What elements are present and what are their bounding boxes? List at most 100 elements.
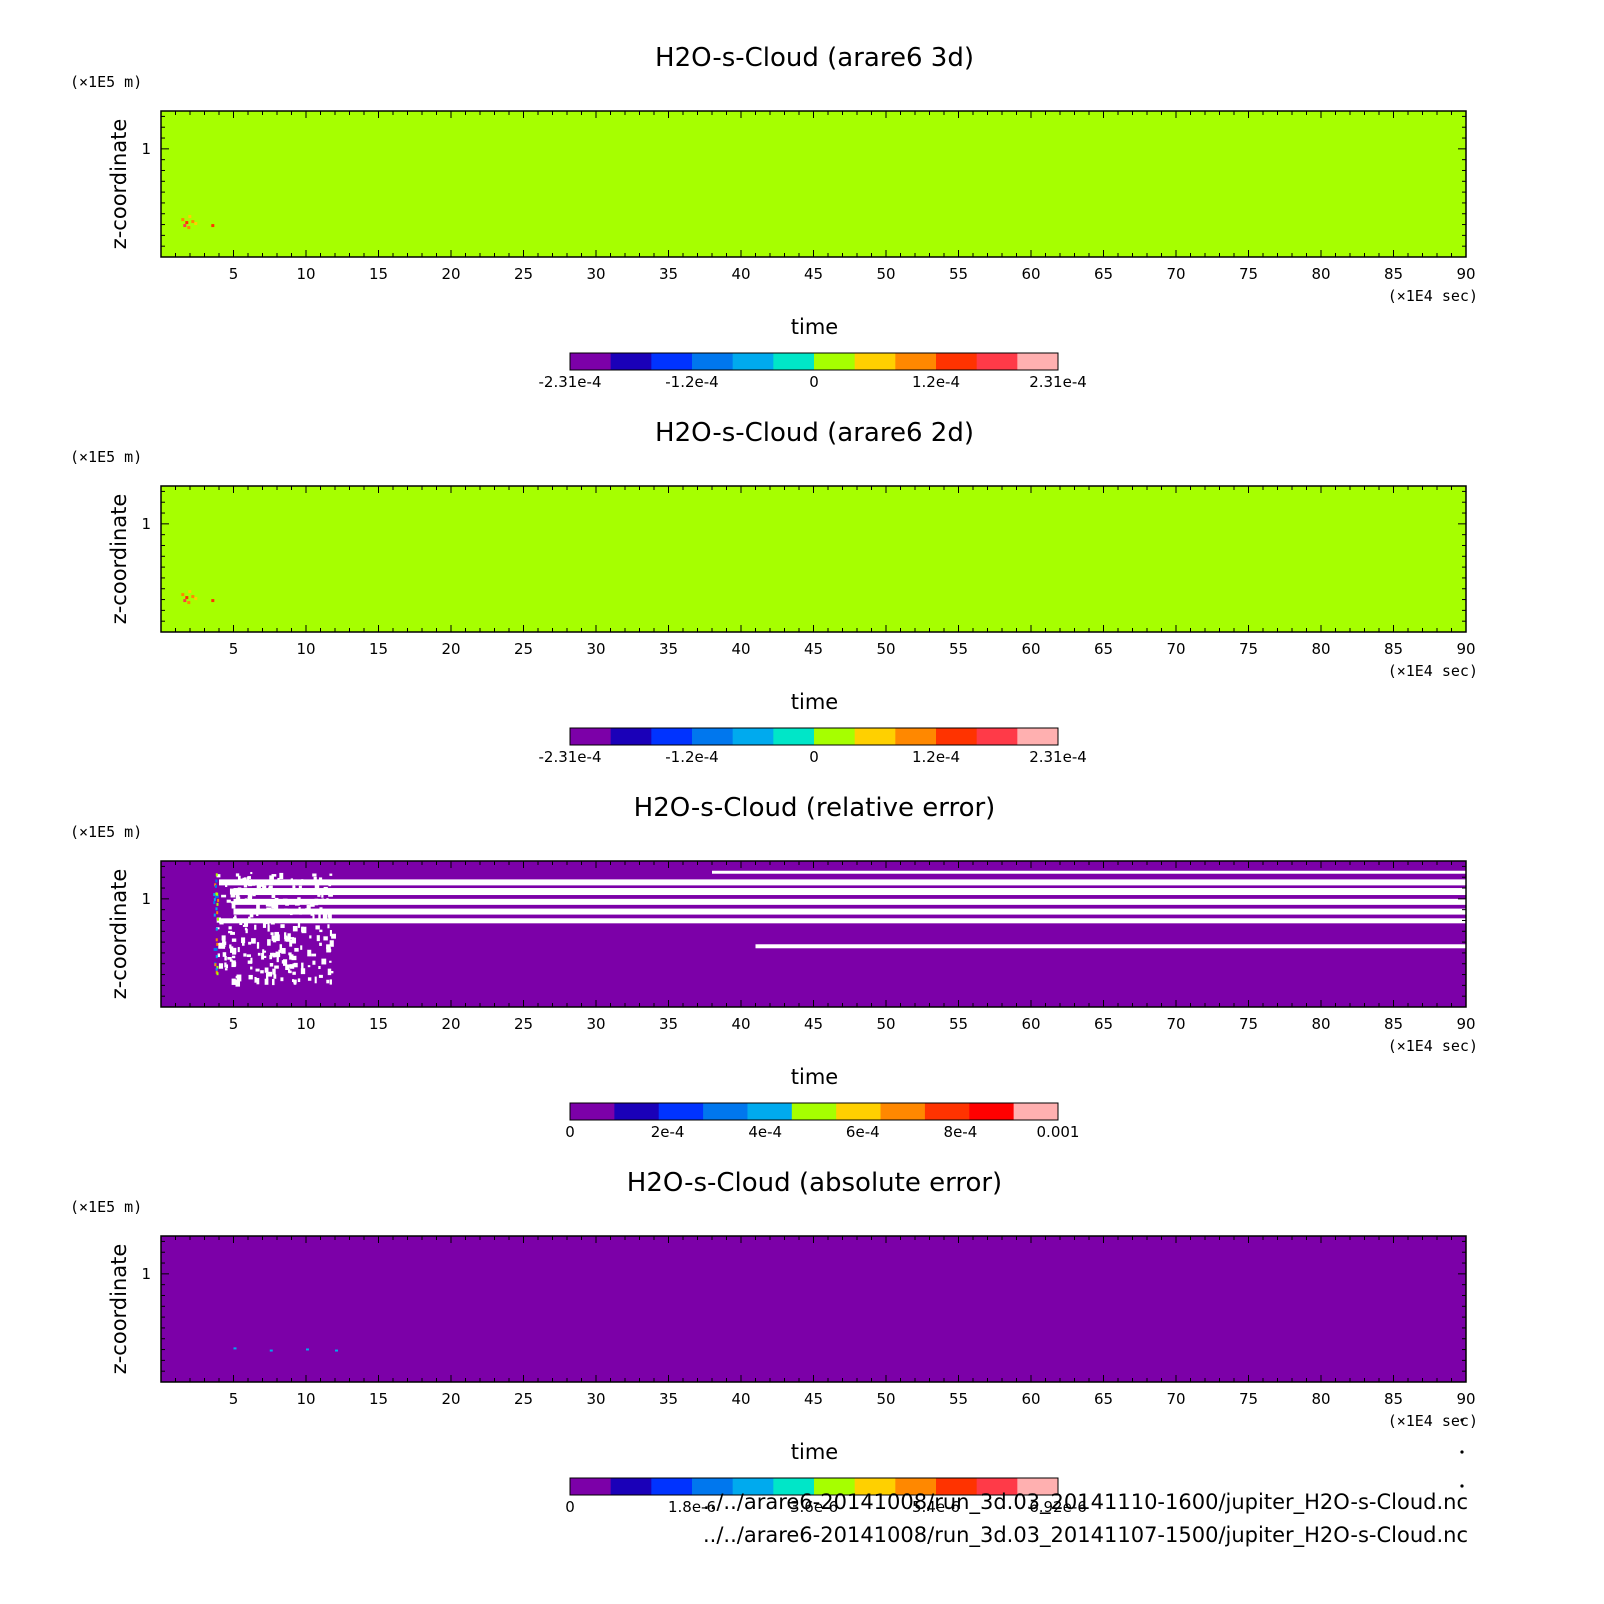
x-tick-label: 25 [514,1390,533,1408]
heatmap-noise [294,947,299,952]
heatmap-cell [306,1348,309,1351]
heatmap-noise [290,878,294,884]
x-tick-label: 75 [1239,1015,1258,1033]
heatmap-noise [307,949,312,957]
heatmap-noise [292,963,297,967]
x-tick-label: 15 [369,640,388,658]
heatmap-noise [319,907,323,913]
heatmap-noise [289,939,293,947]
heatmap-noise [265,904,271,907]
x-tick-label: 45 [804,1390,823,1408]
colorbar-swatch [1017,1478,1059,1495]
heatmap-noise [289,964,295,969]
heatmap-noise [248,974,253,980]
heatmap-noise [281,948,286,954]
colorbar-swatch [895,1478,937,1495]
colorbar-swatch [936,1478,978,1495]
colorbar-tick-label: 3.6e-6 [790,1498,838,1516]
heatmap-noise [237,875,241,883]
heatmap-cell [194,222,198,226]
heatmap-noise [260,970,264,974]
heatmap-noise [317,890,321,897]
heatmap-noise [218,943,221,948]
heatmap-noise [216,874,221,878]
heatmap-noise [267,939,271,946]
colorbar-swatch [854,728,896,745]
heatmap-cell [188,215,192,219]
x-tick-label: 30 [586,1015,605,1033]
x-tick-label: 10 [296,1015,315,1033]
x-tick-label: 55 [949,1390,968,1408]
x-tick-label: 90 [1456,1390,1475,1408]
heatmap-noise [241,937,246,944]
heatmap-noise [219,918,224,925]
y-tick-label: 1 [141,515,151,533]
colorbar-tick-label: 5.4e-6 [912,1498,960,1516]
colorbar-tick-label: 4e-4 [748,1123,782,1141]
colorbar-swatch [773,1478,815,1495]
x-tick-label: 5 [229,1015,239,1033]
chart-title: H2O-s-Cloud (absolute error) [627,1168,1002,1198]
colorbar-swatch [703,1103,748,1120]
colorbar-swatch [814,353,856,370]
chart-panel-1: H2O-s-Cloud (arare6 3d)(×1E5 m)5 10 15 20 25… [70,43,1478,391]
heatmap-noise [278,888,282,894]
heatmap-cell [181,218,185,222]
heatmap-noise [231,978,236,985]
heatmap-cell [211,599,215,603]
heatmap-field [161,486,1466,632]
x-tick-label: 80 [1311,265,1330,283]
heatmap-noise [221,935,226,941]
heatmap-noise [319,929,323,933]
heatmap-cell [187,601,191,605]
heatmap-noise [214,895,217,899]
heatmap-noise [292,885,296,893]
y-tick-label: 1 [141,140,151,158]
colorbar-swatch [692,1478,734,1495]
heatmap-streak [755,944,1466,949]
colorbar-tick-label: 0 [809,373,819,391]
colorbar-swatch [836,1103,882,1120]
x-tick-label: 15 [369,1015,388,1033]
x-tick-label: 90 [1456,640,1475,658]
heatmap-noise [288,952,292,956]
heatmap-noise [215,967,218,971]
heatmap-cell [194,597,198,601]
y-axis-label: z-coordinate [107,494,131,625]
heatmap-noise [297,897,301,902]
heatmap-noise [267,920,270,927]
colorbar-tick-label: 0 [565,1123,575,1141]
heatmap-noise [284,932,287,940]
heatmap-noise [256,977,260,985]
colorbar-frame [569,1102,1059,1121]
colorbar-tick-label: -2.31e-4 [539,373,602,391]
x-tick-label: 5 [229,640,239,658]
heatmap-noise [215,947,218,951]
colorbar-swatch [570,728,612,745]
y-tick-label: 1 [141,1265,151,1283]
colorbar-frame [569,727,1059,746]
heatmap-noise [216,917,219,921]
heatmap-noise [305,900,310,903]
x-tick-label: 20 [441,640,460,658]
y-unit-label: (×1E5 m) [70,448,142,466]
heatmap-noise [300,945,303,950]
colorbar-swatch [732,1478,774,1495]
y-unit-label: (×1E5 m) [70,823,142,841]
heatmap-noise [266,907,272,914]
heatmap-noise [328,883,332,887]
colorbar-swatch [1017,728,1059,745]
colorbar-swatch [692,353,734,370]
colorbar-tick-label: 1.2e-4 [912,373,960,391]
colorbar-swatch [692,728,734,745]
heatmap-noise [226,899,231,903]
heatmap-noise [292,926,298,932]
heatmap-noise [251,938,256,944]
x-tick-label: 85 [1384,640,1403,658]
heatmap-noise [243,953,247,957]
heatmap-cell [185,596,189,600]
heatmap-noise [329,873,333,876]
heatmap-noise [326,979,330,984]
colorbar-tick-label: 0 [565,1498,575,1516]
x-tick-label: 15 [369,1390,388,1408]
